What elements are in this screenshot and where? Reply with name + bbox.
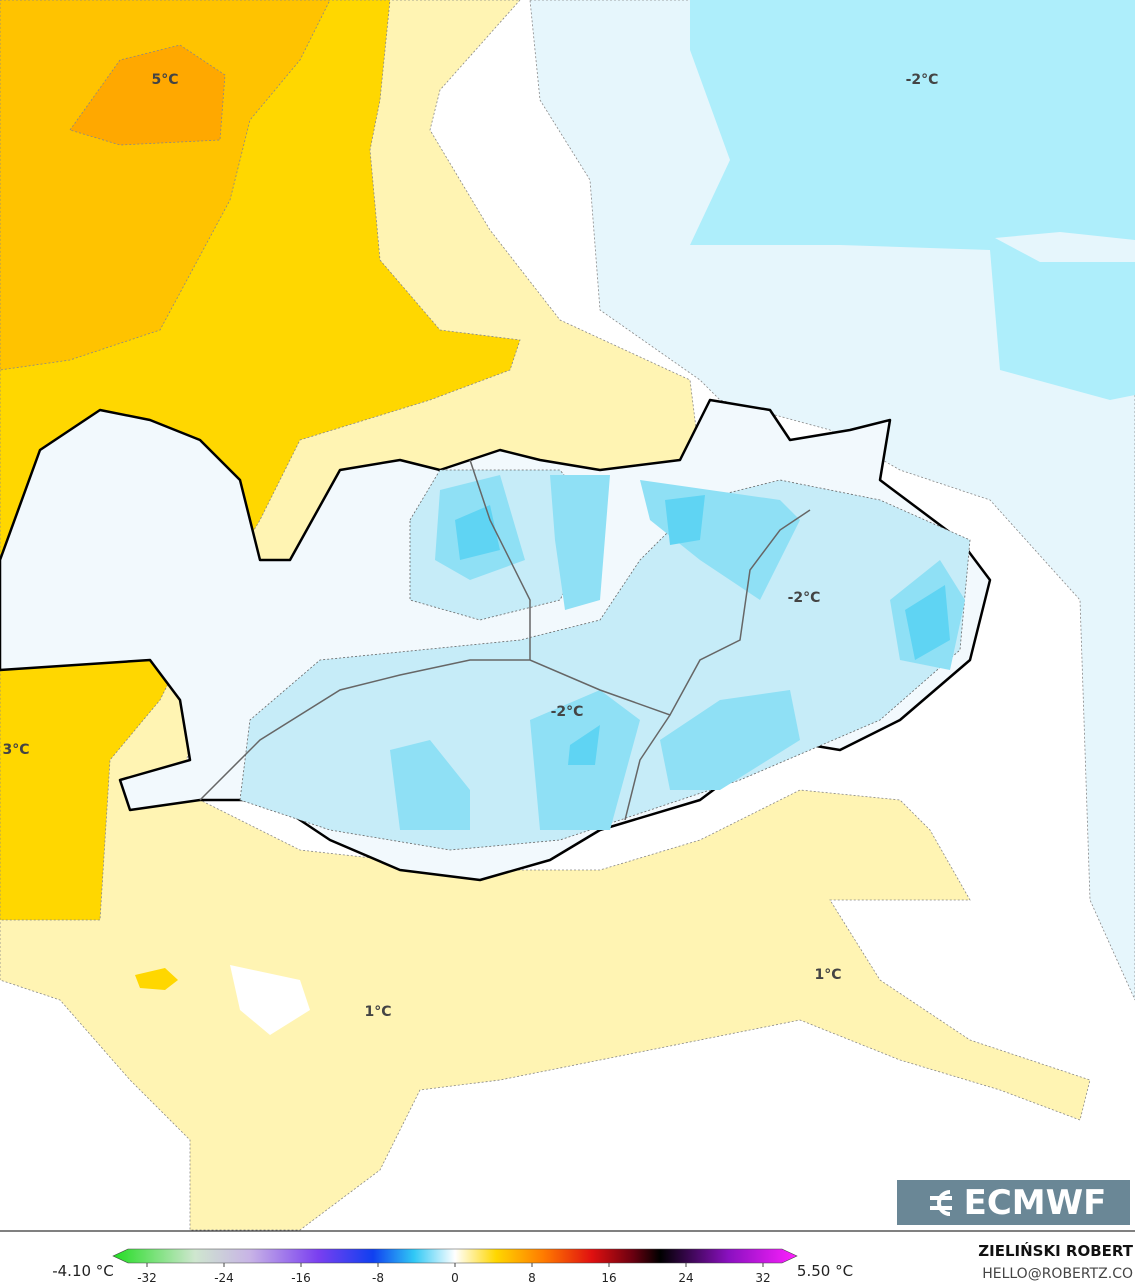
road — [624, 714, 671, 821]
colorbar-tick-label: 32 — [755, 1271, 770, 1285]
legend-min: -4.10 °C — [52, 1262, 114, 1280]
credit-contact: HELLO@ROBERTZ.CO — [982, 1266, 1133, 1282]
iceland-cold-10 — [455, 505, 500, 560]
contour-label: -2°C — [906, 72, 939, 88]
colorbar-tick-label: -24 — [214, 1271, 234, 1285]
colorbar-tick-label: 8 — [528, 1271, 536, 1285]
colorbar-tick-label: 24 — [678, 1271, 693, 1285]
contour-label: 3°C — [2, 742, 29, 758]
logo-icon — [930, 1190, 952, 1216]
iceland-cold-4 — [550, 475, 610, 610]
contour-label: 1°C — [364, 1004, 391, 1020]
contour-label: -2°C — [551, 704, 584, 720]
contour-label: -2°C — [788, 590, 821, 606]
field-sky-blue — [690, 0, 1135, 400]
iceland-cold-12 — [905, 585, 950, 660]
logo-box — [897, 1180, 1130, 1225]
iceland-cold-9 — [390, 740, 470, 830]
field-gold-patch — [135, 968, 178, 990]
iceland-cold-11 — [665, 495, 705, 545]
map: 5°C -2°C 3°C -2°C -2°C 1°C 1°C ECMWF — [0, 0, 1135, 1231]
iceland-cold-8 — [660, 690, 800, 790]
colorbar-tick-label: -16 — [291, 1271, 311, 1285]
colorbar-tick-label: -32 — [137, 1271, 157, 1285]
colorbar-tick-label: 0 — [451, 1271, 459, 1285]
colorbar — [112, 1248, 798, 1264]
field-orange-core — [69, 44, 226, 146]
legend-max: 5.50 °C — [797, 1262, 853, 1280]
field-orange — [0, 0, 331, 371]
colorbar-tick-label: 16 — [601, 1271, 616, 1285]
logo: ECMWF — [964, 1183, 1107, 1223]
credit-author: ZIELIŃSKI ROBERT — [978, 1241, 1133, 1260]
contour-label: 5°C — [151, 72, 178, 88]
colorbar-scale — [112, 1248, 798, 1264]
field-white-bottom — [230, 965, 310, 1035]
iceland-cold-13 — [568, 725, 600, 765]
contour-label: 1°C — [814, 967, 841, 983]
field-light-patch — [995, 232, 1135, 262]
colorbar-tick-label: -8 — [372, 1271, 384, 1285]
road — [199, 509, 811, 801]
road — [469, 459, 531, 660]
